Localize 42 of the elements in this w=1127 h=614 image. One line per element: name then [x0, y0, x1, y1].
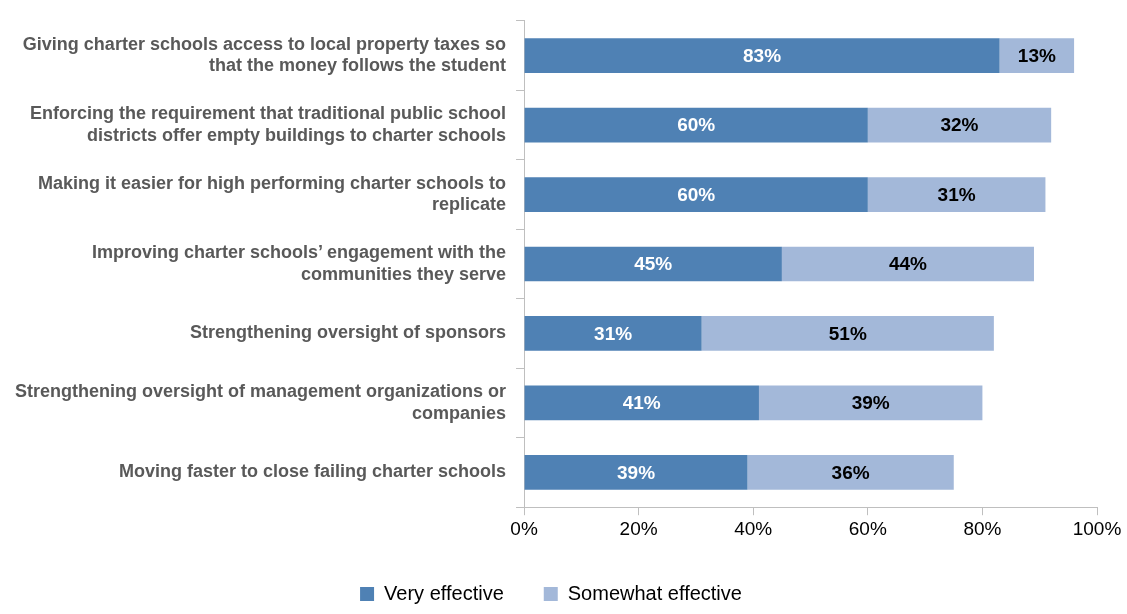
bar: [747, 455, 954, 490]
y-tick-label: Strengthening oversight of management organizations or companies: [15, 381, 507, 423]
y-tick-label: Strengthening oversight of sponsors: [190, 322, 507, 343]
bar: [758, 385, 983, 421]
y-tick-label: Improving charter schools’ engagement with the communities they serve: [91, 242, 507, 284]
data-label: 51%: [828, 322, 867, 344]
y-tick-label: Moving faster to close failing charter schools: [118, 461, 507, 482]
x-tick-label: 40%: [734, 517, 773, 539]
data-label: 45%: [634, 253, 673, 275]
data-label: 31%: [594, 322, 633, 344]
bar: [701, 316, 994, 351]
bar: [524, 107, 868, 143]
data-label: 13%: [1017, 44, 1056, 66]
legend-label: Somewhat effective: [567, 581, 742, 604]
x-tick-label: 80%: [963, 517, 1002, 539]
x-tick-label: 100%: [1072, 517, 1122, 539]
x-tick-label: 0%: [510, 517, 538, 539]
data-label: 31%: [937, 183, 976, 205]
data-label: 60%: [677, 183, 716, 205]
data-label: 36%: [831, 461, 870, 483]
data-label: 32%: [940, 114, 979, 136]
bar: [524, 246, 782, 282]
bar: [524, 38, 1000, 73]
data-label: 60%: [677, 114, 716, 136]
x-tick-label: 60%: [848, 517, 887, 539]
bar: [867, 107, 1052, 143]
bar: [781, 246, 1034, 282]
data-label: 39%: [617, 461, 656, 483]
bar: [524, 385, 759, 421]
bar: [867, 177, 1046, 212]
data-label: 39%: [851, 392, 890, 414]
y-tick-label: Enforcing the requirement that traditional public school districts offer empty buildings to charter schools: [30, 103, 507, 145]
legend-label: Very effective: [384, 581, 504, 604]
bar: [524, 316, 702, 351]
data-label: 83%: [743, 44, 782, 66]
x-tick-label: 20%: [619, 517, 658, 539]
bar: [524, 177, 868, 212]
bar: [524, 455, 748, 490]
data-label: 44%: [888, 253, 928, 275]
y-tick-label: Making it easier for high performing charter schools to replicate: [37, 172, 507, 215]
data-label: 41%: [622, 392, 661, 414]
y-tick-label: Giving charter schools access to local property taxes so that the money follows the student: [22, 33, 507, 76]
